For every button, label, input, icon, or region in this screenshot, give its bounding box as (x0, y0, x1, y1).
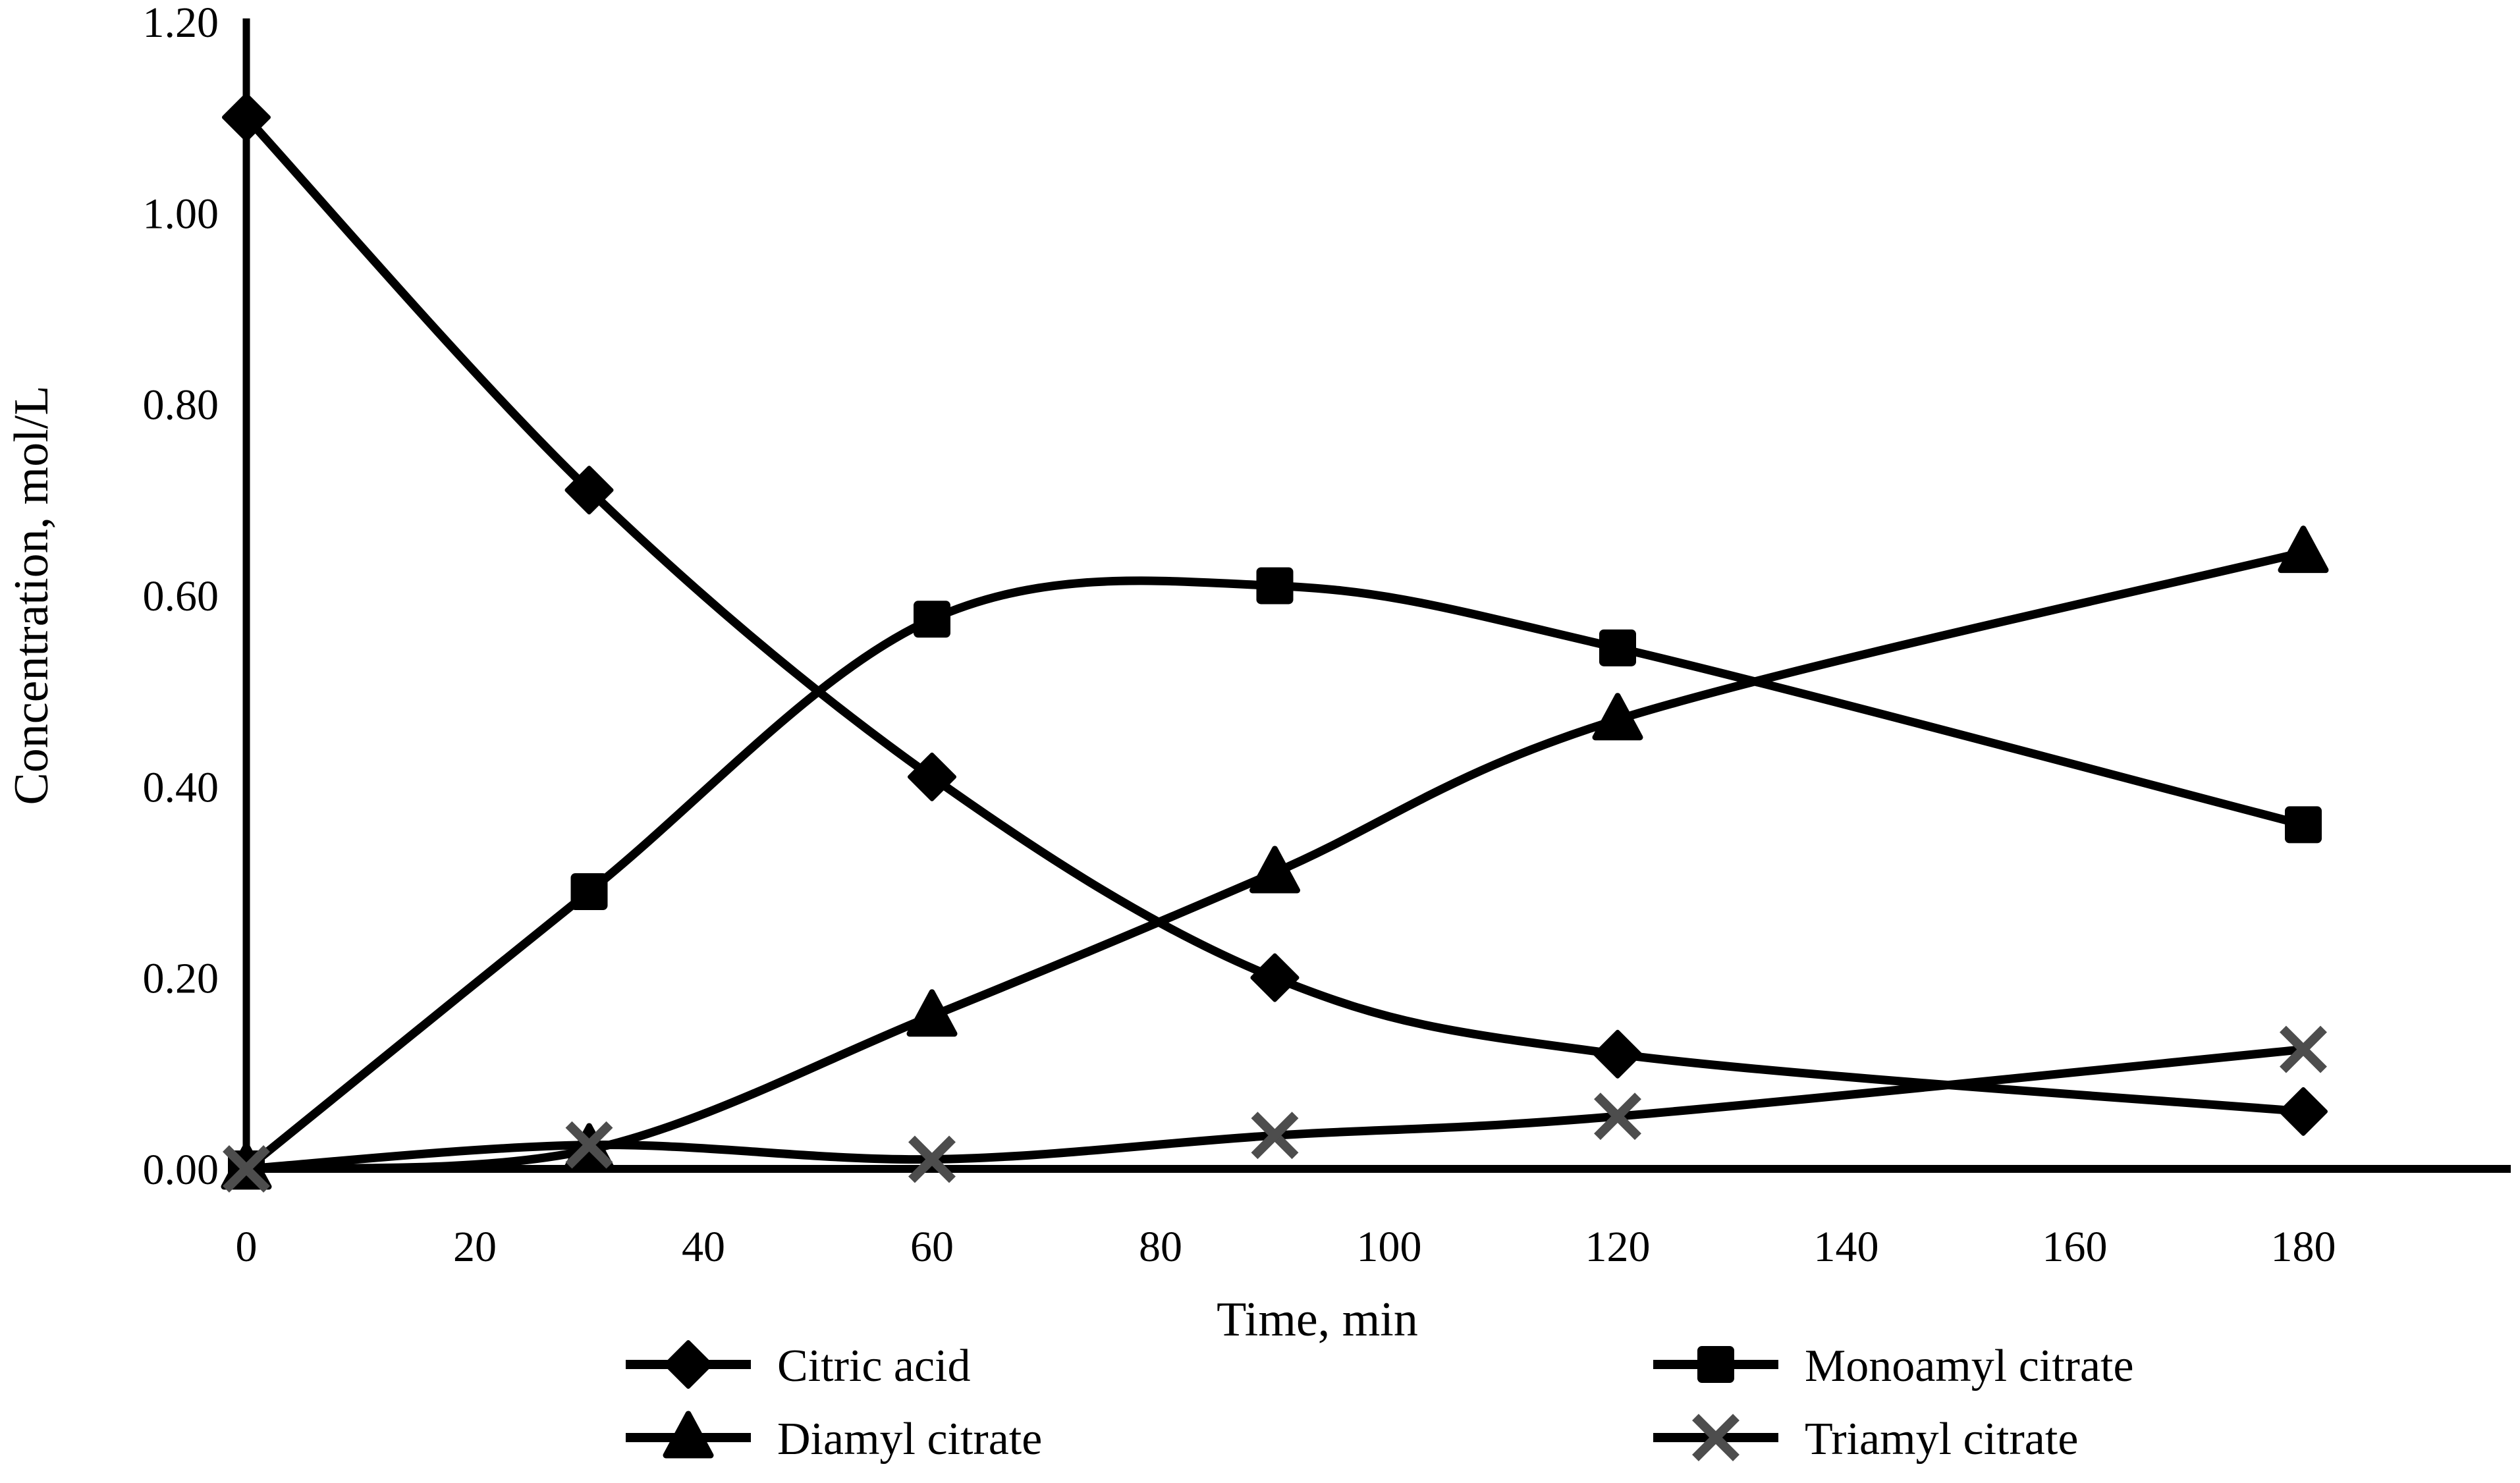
y-tick-label-1.00: 1.00 (143, 190, 219, 238)
marker-triamyl-citrate-30 (565, 1121, 613, 1169)
marker-triamyl-citrate-120 (1594, 1092, 1641, 1141)
legend-label-monoamyl-citrate: Monoamyl citrate (1805, 1341, 2134, 1391)
series-markers (221, 93, 2329, 1193)
legend-item-citric-acid: Citric acid (626, 1340, 971, 1391)
x-tick-label-140: 140 (1814, 1223, 1879, 1271)
x-tick-label-100: 100 (1357, 1223, 1422, 1271)
marker-triamyl-citrate-180 (2280, 1025, 2327, 1073)
x-tick-label-0: 0 (236, 1223, 258, 1271)
y-axis-tick-labels: 0.00 0.20 0.40 0.60 0.80 1.00 1.20 (143, 0, 219, 1194)
x-tick-label-20: 20 (453, 1223, 497, 1271)
marker-monoamyl-citrate-180 (2285, 806, 2322, 844)
marker-diamyl-citrate-120 (1592, 693, 1643, 741)
marker-monoamyl-citrate-90 (1256, 567, 1294, 605)
legend-label-citric-acid: Citric acid (777, 1341, 971, 1391)
marker-diamyl-citrate-60 (906, 989, 958, 1037)
marker-citric-acid-60 (908, 752, 956, 801)
x-tick-label-80: 80 (1139, 1223, 1182, 1271)
y-tick-label-0.60: 0.60 (143, 572, 219, 620)
legend-label-triamyl-citrate: Triamyl citrate (1805, 1414, 2078, 1465)
legend-marker-monoamyl-citrate (1697, 1346, 1734, 1383)
legend-marker-citric-acid (664, 1340, 713, 1389)
legend-marker-triamyl-citrate (1692, 1414, 1739, 1461)
legend-label-diamyl-citrate: Diamyl citrate (777, 1414, 1042, 1465)
marker-triamyl-citrate-0 (223, 1145, 270, 1193)
x-axis-title: Time, min (1217, 1293, 1418, 1347)
series-line-monoamyl-citrate (242, 576, 2308, 1173)
series-lines (242, 113, 2308, 1173)
legend-item-diamyl-citrate: Diamyl citrate (626, 1411, 1042, 1465)
series-line-triamyl-citrate (242, 1045, 2308, 1173)
legend-item-monoamyl-citrate: Monoamyl citrate (1653, 1341, 2134, 1391)
marker-citric-acid-120 (1593, 1029, 1642, 1079)
marker-monoamyl-citrate-120 (1599, 629, 1636, 666)
marker-citric-acid-90 (1250, 953, 1300, 1002)
legend-marker-diamyl-citrate (663, 1411, 714, 1459)
x-tick-label-40: 40 (682, 1223, 725, 1271)
y-axis-title: Concentration, mol/L (5, 385, 59, 805)
y-tick-label-1.20: 1.20 (143, 0, 219, 47)
chart-legend: Citric acid Monoamyl citrate Diamyl citrat… (626, 1340, 2134, 1465)
marker-triamyl-citrate-90 (1251, 1112, 1299, 1160)
x-tick-label-120: 120 (1585, 1223, 1651, 1271)
y-tick-label-0.20: 0.20 (143, 955, 219, 1003)
marker-diamyl-citrate-180 (2278, 526, 2329, 574)
marker-monoamyl-citrate-30 (570, 873, 608, 911)
y-tick-label-0.80: 0.80 (143, 381, 219, 429)
marker-citric-acid-30 (564, 466, 614, 515)
marker-citric-acid-180 (2279, 1087, 2328, 1136)
x-axis-tick-labels: 0 20 40 60 80 100 120 140 160 180 (236, 1223, 2336, 1271)
y-tick-label-0.40: 0.40 (143, 763, 219, 811)
marker-citric-acid-0 (222, 93, 271, 142)
x-tick-label-60: 60 (910, 1223, 954, 1271)
x-tick-label-180: 180 (2271, 1223, 2336, 1271)
marker-triamyl-citrate-60 (908, 1135, 956, 1183)
marker-diamyl-citrate-90 (1249, 846, 1300, 894)
series-line-citric-acid (242, 113, 2308, 1116)
marker-monoamyl-citrate-60 (914, 601, 950, 638)
x-tick-label-160: 160 (2042, 1223, 2108, 1271)
y-tick-label-0.00: 0.00 (143, 1146, 219, 1194)
legend-item-triamyl-citrate: Triamyl citrate (1653, 1414, 2078, 1465)
